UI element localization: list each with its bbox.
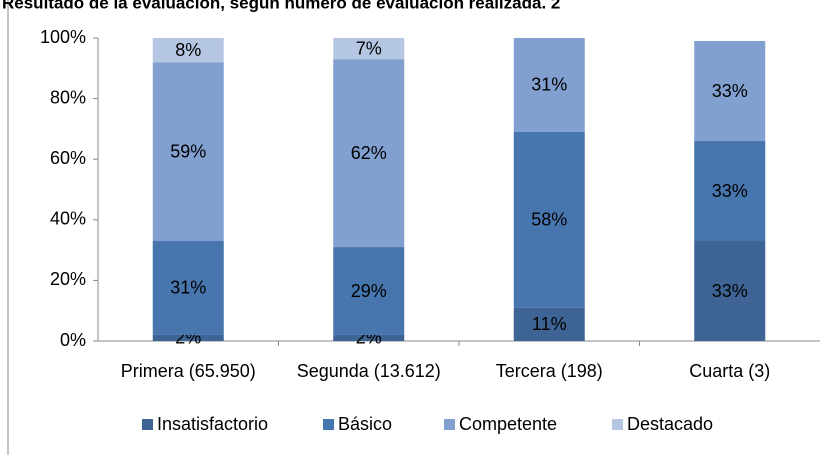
bar-segment [513, 131, 585, 308]
value-label: 8% [175, 40, 201, 60]
legend-label: Destacado [627, 414, 713, 434]
bar-segment [333, 38, 405, 60]
bar-segment [333, 59, 405, 248]
bar-segment [152, 62, 224, 242]
legend-swatch [444, 419, 455, 430]
value-label: 31% [170, 278, 206, 298]
legend-swatch [323, 419, 334, 430]
legend-swatch [142, 419, 153, 430]
legend-swatch [612, 419, 623, 430]
y-tick-label: 0% [60, 330, 86, 350]
y-tick-label: 80% [50, 87, 86, 107]
value-label: 11% [532, 314, 567, 334]
bar-segment [694, 41, 766, 142]
legend-label: Básico [338, 414, 392, 434]
bar-segment [333, 334, 405, 341]
x-tick-label: Primera (65.950) [121, 361, 256, 381]
y-tick-label: 100% [40, 27, 86, 47]
bar-segment [694, 141, 766, 242]
value-label: 58% [531, 210, 567, 230]
bar-segment [694, 241, 766, 341]
value-label: 29% [351, 281, 387, 301]
bar-segment [152, 241, 224, 335]
bar-segment [513, 307, 585, 341]
x-tick-label: Segunda (13.612) [297, 361, 441, 381]
y-tick-label: 40% [50, 209, 86, 229]
value-label: 31% [531, 75, 567, 95]
value-label: 62% [351, 143, 387, 163]
bar-segment [152, 38, 224, 63]
x-tick-label: Tercera (198) [496, 361, 603, 381]
legend-label: Competente [459, 414, 557, 434]
value-label: 33% [712, 81, 748, 101]
bar-segment [152, 334, 224, 341]
chart-border [7, 0, 9, 455]
value-label: 33% [712, 281, 748, 301]
y-tick-label: 60% [50, 148, 86, 168]
value-label: 59% [170, 141, 206, 161]
bar-segment [513, 38, 585, 132]
y-tick-label: 20% [50, 269, 86, 289]
legend-label: Insatisfactorio [157, 414, 268, 434]
x-tick-label: Cuarta (3) [689, 361, 770, 381]
chart-title: Resultado de la evaluación, según número… [2, 0, 560, 12]
value-label: 33% [712, 181, 748, 201]
value-label: 7% [356, 38, 382, 58]
bar-segment [333, 247, 405, 335]
